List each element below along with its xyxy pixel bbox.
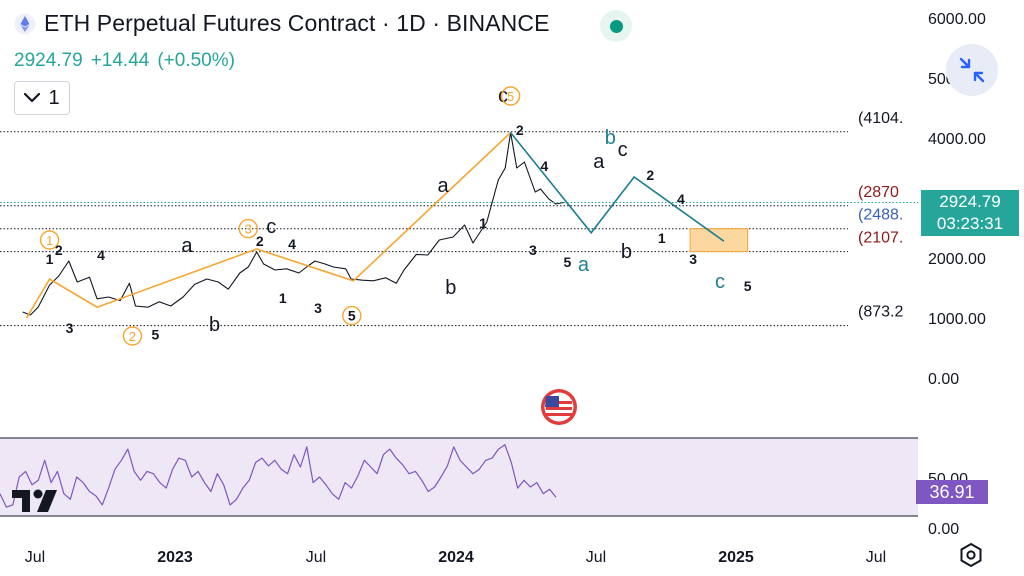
wave-label: 3 xyxy=(529,242,537,258)
wave-label: 2 xyxy=(129,329,136,344)
wave-path-teal xyxy=(509,132,725,242)
wave-label: 5 xyxy=(348,309,355,324)
x-tick-label: Jul xyxy=(306,549,326,566)
wave-label: 2 xyxy=(646,167,654,183)
indicator-count: 1 xyxy=(48,86,60,109)
collapse-button[interactable] xyxy=(946,44,998,96)
x-tick-label: 2023 xyxy=(157,549,193,566)
rsi-band xyxy=(0,438,918,516)
wave-label: 5 xyxy=(348,307,356,323)
y-tick-label: 1000.00 xyxy=(928,311,986,328)
ethereum-icon xyxy=(14,13,36,34)
wave-label: 1 xyxy=(46,251,54,267)
wave-label: 2 xyxy=(256,233,264,249)
level-label: (4104. xyxy=(858,110,903,127)
level-label: (2488. xyxy=(858,207,903,224)
x-tick-label: 2025 xyxy=(718,549,754,566)
level-label: (2870 xyxy=(858,184,899,201)
level-label: (873.2 xyxy=(858,304,903,321)
wave-path-orange xyxy=(25,132,512,319)
wave-label: 3 xyxy=(314,300,322,316)
wave-label: c xyxy=(266,216,276,238)
wave-label: 1 xyxy=(279,290,287,306)
x-tick-label: Jul xyxy=(25,549,45,566)
wave-label-circle xyxy=(342,305,362,326)
wave-label: 1 xyxy=(658,230,666,246)
chart-title: ETH Perpetual Futures Contract · 1D · BI… xyxy=(44,10,550,36)
status-dot-icon xyxy=(609,19,623,33)
wave-label: 1 xyxy=(479,215,487,231)
wave-label: b xyxy=(621,241,632,263)
wave-label: a xyxy=(181,235,193,257)
rsi-y-tick-label: 0.00 xyxy=(928,521,959,538)
price-change: +14.44 xyxy=(90,50,150,71)
wave-label: c xyxy=(618,139,628,161)
settings-hexagon-icon[interactable] xyxy=(958,542,984,568)
rsi-value-badge: 36.91 xyxy=(916,480,988,504)
wave-label: 5 xyxy=(507,89,514,104)
wave-label: 1 xyxy=(46,233,53,248)
wave-label-circle xyxy=(500,86,521,106)
price-summary: 2924.79 +14.44 (+0.50%) xyxy=(14,50,235,72)
target-zone xyxy=(689,228,749,253)
wave-label: 5 xyxy=(152,327,160,343)
wave-label: 4 xyxy=(97,247,105,263)
wave-label: 4 xyxy=(677,191,685,207)
y-tick-label: 2000.00 xyxy=(928,251,986,268)
y-tick-label: 6000.00 xyxy=(928,11,986,28)
badge-price: 2924.79 xyxy=(939,192,1001,211)
y-tick-label: 0.00 xyxy=(928,371,959,388)
rsi-line xyxy=(0,444,557,508)
last-price: 2924.79 xyxy=(14,50,83,71)
wave-label: 2 xyxy=(516,122,524,138)
wave-label: 5 xyxy=(563,254,571,270)
wave-label: b xyxy=(209,314,220,336)
market-status-indicator[interactable] xyxy=(600,10,632,42)
wave-label: b xyxy=(445,277,456,299)
wave-label: a xyxy=(593,151,605,173)
wave-label: 3 xyxy=(66,320,74,336)
tradingview-logo-icon xyxy=(12,489,57,512)
wave-label: 5 xyxy=(744,278,752,294)
x-tick-label: Jul xyxy=(586,549,606,566)
chart-header: ETH Perpetual Futures Contract · 1D · BI… xyxy=(14,10,550,37)
level-label: (2107. xyxy=(858,230,903,247)
current-price-badge: 2924.79 03:23:31 xyxy=(921,190,1019,236)
wave-label: 3 xyxy=(689,251,697,267)
wave-label: b xyxy=(605,127,616,149)
us-flag-icon[interactable] xyxy=(540,388,578,426)
price-change-percent: (+0.50%) xyxy=(157,50,235,71)
wave-label: c xyxy=(715,271,725,293)
wave-label: 4 xyxy=(288,236,296,252)
wave-label-circle xyxy=(122,326,143,346)
wave-label: 2 xyxy=(55,242,63,258)
collapse-arrows-icon xyxy=(959,57,985,83)
y-tick-label: 4000.00 xyxy=(928,131,986,148)
indicators-dropdown[interactable]: 1 xyxy=(14,81,70,115)
wave-label-circle xyxy=(238,218,258,239)
wave-label: 4 xyxy=(540,158,548,174)
wave-label: 3 xyxy=(245,222,252,237)
bar-countdown: 03:23:31 xyxy=(936,214,1004,233)
wave-label: a xyxy=(578,254,590,276)
price-line xyxy=(22,132,564,316)
wave-label-circle xyxy=(39,230,60,250)
x-tick-label: Jul xyxy=(866,549,886,566)
wave-label: a xyxy=(438,175,450,197)
wave-label: c xyxy=(498,85,508,107)
x-tick-label: 2024 xyxy=(438,549,474,566)
chevron-down-icon xyxy=(24,93,41,103)
